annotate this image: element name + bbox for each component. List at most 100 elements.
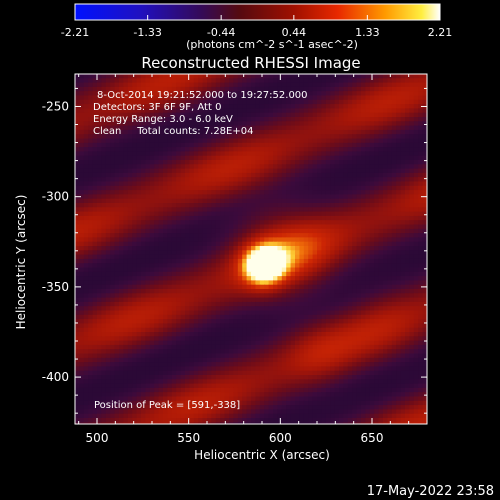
- heatmap-cell: [361, 327, 366, 333]
- heatmap-cell: [299, 91, 305, 97]
- heatmap-cell: [75, 301, 80, 307]
- heatmap-cell: [387, 104, 393, 109]
- heatmap-cell: [255, 95, 261, 101]
- heatmap-cell: [167, 228, 173, 234]
- heatmap-cell: [255, 125, 261, 131]
- heatmap-cell: [409, 280, 415, 286]
- heatmap-cell: [211, 271, 217, 277]
- heatmap-cell: [334, 198, 340, 204]
- heatmap-cell: [339, 237, 344, 243]
- heatmap-cell: [158, 215, 164, 221]
- heatmap-cell: [418, 254, 424, 260]
- heatmap-cell: [427, 293, 432, 298]
- heatmap-cell: [339, 190, 344, 195]
- heatmap-cell: [352, 177, 358, 183]
- heatmap-cell: [361, 194, 366, 200]
- heatmap-cell: [365, 129, 371, 135]
- heatmap-cell: [418, 181, 424, 187]
- heatmap-cell: [132, 164, 138, 170]
- heatmap-cell: [405, 319, 410, 324]
- heatmap-cell: [277, 284, 283, 290]
- heatmap-cell: [383, 190, 388, 195]
- heatmap-cell: [105, 138, 111, 144]
- heatmap-cell: [167, 284, 173, 290]
- heatmap-cell: [207, 284, 212, 290]
- heatmap-cell: [176, 95, 182, 101]
- heatmap-cell: [105, 190, 111, 195]
- heatmap-cell: [88, 108, 94, 114]
- heatmap-cell: [290, 185, 296, 191]
- heatmap-cell: [343, 181, 349, 187]
- heatmap-cell: [215, 147, 221, 152]
- heatmap-cell: [391, 293, 397, 299]
- heatmap-cell: [136, 271, 142, 277]
- heatmap-cell: [259, 319, 265, 324]
- heatmap-cell: [171, 181, 177, 187]
- heatmap-cell: [418, 306, 424, 312]
- heatmap-cell: [290, 250, 296, 256]
- heatmap-cell: [193, 250, 199, 256]
- heatmap-cell: [321, 108, 327, 114]
- heatmap-cell: [387, 319, 393, 324]
- heatmap-cell: [167, 160, 173, 165]
- heatmap-cell: [365, 228, 371, 234]
- heatmap-cell: [427, 134, 432, 139]
- heatmap-cell: [427, 143, 432, 148]
- heatmap-cell: [303, 306, 309, 312]
- heatmap-cell: [286, 104, 292, 109]
- heatmap-cell: [383, 181, 388, 187]
- heatmap-cell: [101, 327, 107, 333]
- heatmap-cell: [176, 289, 182, 294]
- heatmap-cell: [237, 314, 243, 320]
- heatmap-cell: [378, 121, 384, 127]
- heatmap-cell: [312, 177, 318, 183]
- heatmap-cell: [193, 215, 199, 221]
- heatmap-cell: [299, 194, 305, 200]
- heatmap-cell: [127, 164, 133, 170]
- heatmap-cell: [132, 254, 138, 260]
- heatmap-cell: [400, 267, 406, 273]
- heatmap-cell: [334, 194, 340, 200]
- heatmap-cell: [268, 284, 274, 290]
- heatmap-cell: [356, 276, 362, 281]
- heatmap-cell: [97, 160, 102, 165]
- heatmap-cell: [171, 336, 177, 342]
- heatmap-cell: [167, 125, 173, 131]
- heatmap-cell: [321, 267, 327, 273]
- heatmap-cell: [180, 306, 186, 312]
- heatmap-cell: [295, 164, 300, 170]
- heatmap-cell: [330, 142, 336, 148]
- heatmap-cell: [290, 181, 296, 187]
- heatmap-cell: [396, 129, 402, 135]
- heatmap-cell: [281, 215, 287, 221]
- heatmap-cell: [427, 117, 432, 122]
- heatmap-cell: [75, 86, 80, 92]
- heatmap-cell: [409, 233, 415, 238]
- heatmap-cell: [387, 233, 393, 238]
- heatmap-cell: [229, 241, 234, 247]
- heatmap-cell: [123, 138, 129, 144]
- heatmap-cell: [321, 121, 327, 127]
- heatmap-cell: [303, 121, 309, 127]
- heatmap-cell: [405, 117, 410, 122]
- heatmap-cell: [211, 267, 217, 273]
- heatmap-cell: [75, 332, 80, 337]
- heatmap-cell: [343, 293, 349, 299]
- heatmap-cell: [255, 104, 261, 109]
- heatmap-cell: [119, 160, 124, 165]
- heatmap-cell: [163, 293, 168, 299]
- heatmap-cell: [145, 160, 151, 165]
- heatmap-cell: [97, 314, 102, 320]
- heatmap-cell: [220, 99, 226, 105]
- heatmap-cell: [193, 99, 199, 105]
- heatmap-cell: [193, 241, 199, 247]
- heatmap-cell: [391, 319, 397, 324]
- heatmap-cell: [198, 129, 204, 135]
- heatmap-cell: [325, 297, 331, 303]
- heatmap-cell: [317, 95, 322, 101]
- heatmap-cell: [383, 160, 388, 165]
- heatmap-cell: [189, 237, 195, 243]
- heatmap-cell: [295, 258, 300, 264]
- heatmap-cell: [185, 332, 190, 337]
- heatmap-cell: [105, 121, 111, 127]
